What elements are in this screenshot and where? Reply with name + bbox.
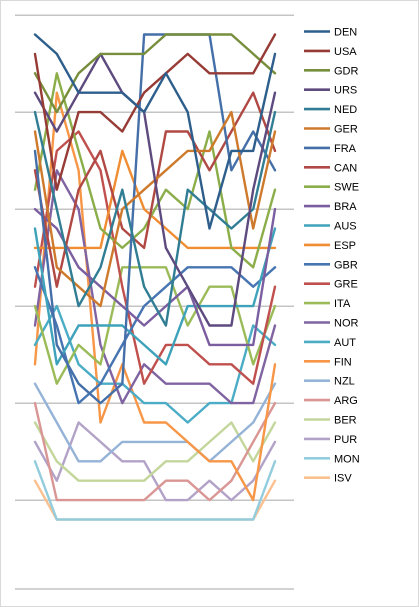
legend-item-aut: AUT [304, 337, 356, 349]
legend-item-gre: GRE [304, 279, 358, 291]
legend-item-urs: URS [304, 85, 357, 97]
legend-item-bra: BRA [304, 201, 357, 213]
legend-label: GER [334, 124, 358, 136]
legend-label: PUR [334, 434, 357, 446]
series-line-aut [33, 304, 277, 424]
legend-item-nor: NOR [304, 318, 359, 330]
legend-item-pur: PUR [304, 434, 357, 446]
legend: DEN USA GDR URS NED GER FRA CAN SWE BRA AUS ESP GBR G… [304, 27, 360, 485]
series-line-nzl [33, 382, 277, 463]
series-line-mon [33, 460, 277, 521]
legend-item-nzl: NZL [304, 376, 355, 388]
legend-label: ITA [334, 298, 351, 310]
legend-item-can: CAN [304, 162, 357, 174]
legend-item-usa: USA [304, 46, 357, 58]
legend-label: GDR [334, 65, 359, 77]
legend-label: GRE [334, 279, 358, 291]
legend-label: BRA [334, 201, 357, 213]
legend-label: MON [334, 453, 360, 465]
series-line-usa [33, 33, 277, 191]
series-line-bra [33, 207, 277, 347]
legend-item-ita: ITA [304, 298, 351, 310]
legend-label: DEN [334, 27, 357, 39]
legend-label: NZL [334, 376, 355, 388]
legend-item-den: DEN [304, 27, 357, 39]
legend-item-ger: GER [304, 124, 358, 136]
legend-item-ned: NED [304, 104, 357, 116]
legend-label: ISV [334, 473, 352, 485]
series-line-gbr [33, 266, 277, 405]
legend-label: BER [334, 415, 357, 427]
legend-label: CAN [334, 162, 357, 174]
legend-label: SWE [334, 182, 359, 194]
series-line-swe [33, 72, 277, 269]
legend-item-aus: AUS [304, 221, 357, 233]
legend-label: GBR [334, 259, 358, 271]
legend-label: AUS [334, 221, 357, 233]
legend-label: NED [334, 104, 357, 116]
legend-item-gdr: GDR [304, 65, 359, 77]
legend-item-mon: MON [304, 453, 360, 465]
series-lines [33, 33, 277, 521]
legend-label: FRA [334, 143, 357, 155]
series-line-urs [33, 52, 277, 327]
legend-item-esp: ESP [304, 240, 356, 252]
series-line-gdr [33, 33, 277, 114]
legend-item-fin: FIN [304, 356, 352, 368]
series-line-ber [33, 421, 277, 482]
legend-item-ber: BER [304, 415, 357, 427]
series-line-arg [33, 401, 277, 502]
legend-label: NOR [334, 318, 359, 330]
legend-item-gbr: GBR [304, 259, 358, 271]
legend-item-isv: ISV [304, 473, 352, 485]
legend-item-swe: SWE [304, 182, 359, 194]
series-line-fra [33, 33, 277, 405]
series-line-pur [33, 421, 277, 502]
series-line-den [33, 33, 277, 230]
legend-item-arg: ARG [304, 395, 358, 407]
legend-item-fra: FRA [304, 143, 357, 155]
legend-label: AUT [334, 337, 356, 349]
series-line-ned [33, 110, 277, 327]
legend-label: ESP [334, 240, 356, 252]
series-line-esp [33, 149, 277, 250]
legend-label: ARG [334, 395, 358, 407]
legend-label: URS [334, 85, 357, 97]
legend-label: USA [334, 46, 357, 58]
legend-label: FIN [334, 356, 352, 368]
series-line-fin [33, 91, 277, 502]
